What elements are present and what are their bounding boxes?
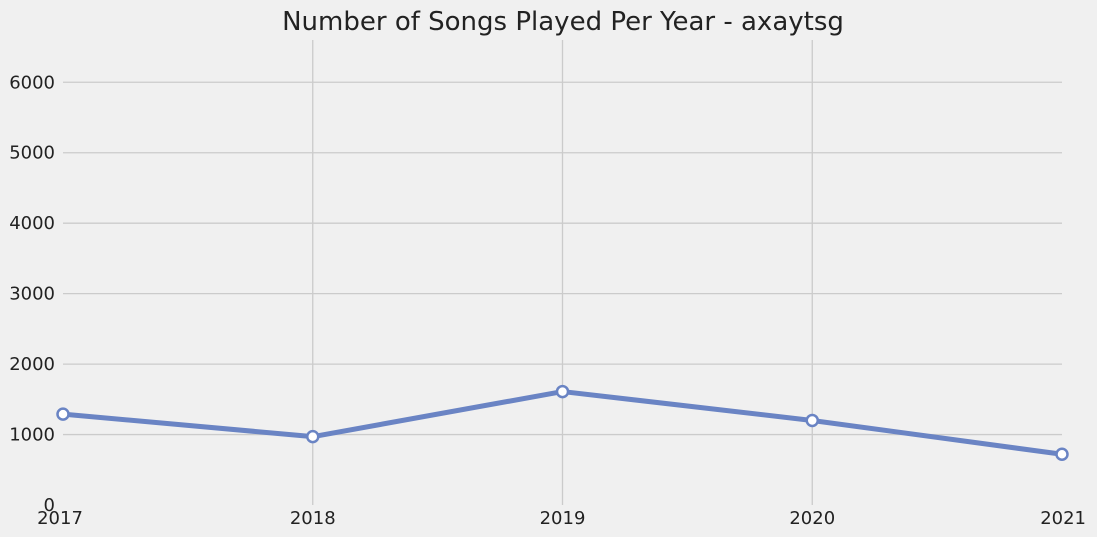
data-point-marker: [805, 413, 819, 428]
y-tick-label: 4000: [9, 213, 55, 234]
data-point-marker: [56, 407, 70, 421]
y-tick-label: 3000: [9, 284, 55, 305]
y-tick-label: 2000: [9, 354, 55, 375]
axis-layer: 0 1000 2000 3000 4000 5000 6000 2017 2018 2019 202…: [9, 72, 1086, 529]
y-tick-label: 0: [44, 495, 55, 516]
data-point-marker: [306, 429, 320, 444]
series-layer: [56, 384, 1069, 462]
chart-title: Number of Songs Played Per Year - axayts…: [282, 7, 844, 37]
data-point-marker: [555, 384, 570, 399]
y-tick-label: 6000: [9, 72, 55, 93]
y-tick-label: 1000: [9, 425, 55, 446]
x-tick-label: 2017: [37, 508, 83, 529]
x-tick-label: 2021: [1040, 508, 1086, 529]
x-tick-label: 2018: [290, 508, 336, 529]
y-tick-label: 5000: [9, 143, 55, 164]
x-tick-label: 2019: [540, 508, 586, 529]
x-tick-label: 2020: [789, 508, 835, 529]
grid-layer: [63, 40, 1062, 505]
data-point-marker: [1055, 447, 1069, 462]
